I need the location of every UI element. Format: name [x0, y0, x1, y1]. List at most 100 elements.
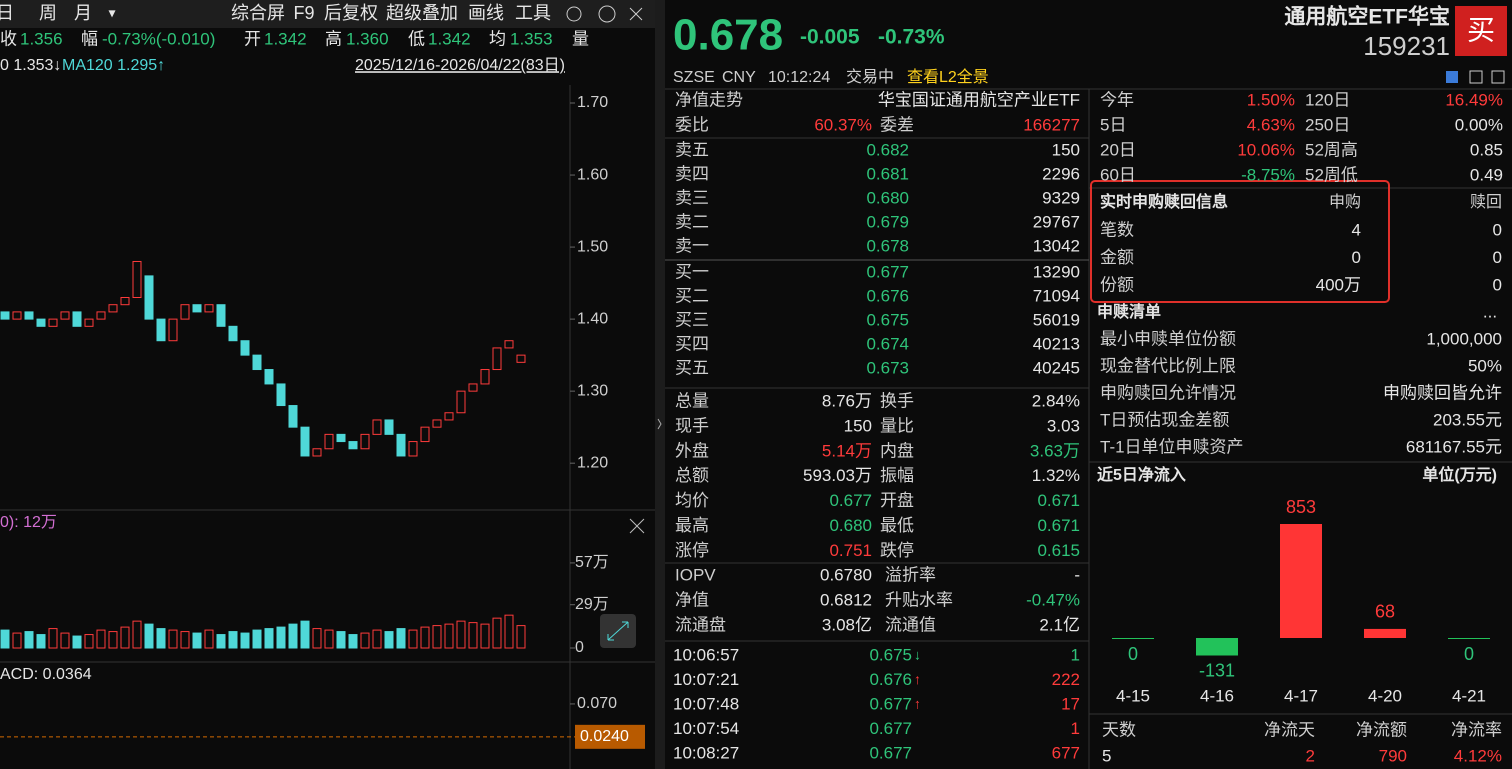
market-info: SZSE	[673, 69, 715, 86]
edit-icon[interactable]	[1446, 71, 1458, 83]
stat-value: 593.03万	[803, 466, 872, 485]
perf-label: 52周高	[1305, 140, 1358, 159]
trade-price: 0.677	[869, 694, 912, 713]
stat-value: 0.671	[1037, 516, 1080, 535]
perf-label: 今年	[1100, 90, 1134, 109]
y-tick-label: 1.20	[577, 454, 608, 471]
settings-icon[interactable]	[566, 6, 582, 22]
book-volume: 29767	[1033, 212, 1080, 231]
current-label: 0.0240	[580, 728, 629, 745]
volume-bar	[324, 629, 334, 649]
volume-bar	[444, 623, 454, 649]
trade-price: 0.677	[869, 743, 912, 762]
alert-icon[interactable]	[1469, 70, 1483, 84]
candle-body	[444, 412, 454, 421]
candle-body	[144, 275, 154, 320]
more[interactable]: ...	[1483, 302, 1497, 321]
candle-body	[384, 419, 394, 435]
book-label: 卖四	[675, 164, 709, 183]
candle-body	[492, 347, 502, 371]
trade-volume: 222	[1052, 670, 1080, 689]
close-icon[interactable]	[629, 518, 645, 534]
close-icon[interactable]	[1491, 70, 1505, 84]
perf-label: 250日	[1305, 115, 1350, 134]
stat-label: 开盘	[880, 491, 914, 510]
market-info: 10:12:24	[768, 69, 830, 86]
row-label: T-1日单位申赎资产	[1100, 437, 1244, 456]
book-label: 卖三	[675, 188, 709, 207]
y-tick-label: 29万	[575, 596, 609, 613]
book-label: 卖一	[675, 236, 709, 255]
l2-link[interactable]: 查看L2全景	[907, 68, 989, 86]
book-volume: 9329	[1042, 188, 1080, 207]
volume-bar	[420, 626, 430, 649]
candle-body	[72, 311, 82, 327]
fund-name: 通用航空ETF华宝	[1284, 5, 1450, 29]
candle-body	[168, 318, 178, 342]
collapse-icon	[657, 418, 662, 430]
stat-label: 总额	[675, 466, 709, 485]
volume-bar	[252, 629, 262, 649]
perf-label: 52周低	[1305, 165, 1358, 184]
volume-bar	[240, 632, 250, 649]
row-value: 166277	[1023, 115, 1080, 134]
perf-value: 10.06%	[1237, 140, 1295, 159]
ma-label: 0 1.353↓	[0, 57, 61, 74]
current-badge	[575, 724, 645, 749]
candle-body	[84, 318, 94, 327]
summary-value: 4.12%	[1454, 746, 1502, 765]
close-tab-icon[interactable]	[629, 7, 643, 21]
trade-volume: 677	[1052, 743, 1080, 762]
stat-label: 流通值	[885, 615, 936, 634]
x-tick-label: 4-15	[1116, 686, 1150, 705]
chart-unit: 单位(万元)	[1422, 465, 1497, 484]
book-price: 0.675	[866, 310, 909, 329]
ma-label: MA120 1.295↑	[62, 57, 165, 74]
row-value: 0	[1352, 248, 1361, 267]
stat-value: 0.671	[1037, 491, 1080, 510]
help-icon[interactable]	[598, 5, 616, 23]
date-range: 2025/12/16-2026/04/22(83日)	[355, 57, 565, 74]
candle-body	[432, 419, 442, 428]
perf-value: 0.49	[1470, 165, 1503, 184]
stat-value: 3.03	[1047, 416, 1080, 435]
book-label: 买五	[675, 358, 709, 377]
stat-label: 振幅	[880, 466, 914, 485]
stat-value: 5.14万	[822, 441, 872, 460]
menu-item: 后复权	[324, 3, 378, 23]
book-price: 0.677	[866, 262, 909, 281]
row-value: 1,000,000	[1426, 329, 1502, 348]
candle-body	[276, 383, 286, 407]
perf-value: 1.50%	[1247, 90, 1295, 109]
trade-volume: 1	[1071, 645, 1080, 664]
volume-bar	[384, 631, 394, 649]
collapse-strip[interactable]	[655, 0, 665, 769]
volume-bar	[468, 622, 478, 649]
buy-button[interactable]	[1455, 6, 1507, 56]
stat-label: 升贴水率	[885, 590, 953, 609]
x-tick-label: 4-21	[1452, 686, 1486, 705]
column-header: 申购	[1329, 193, 1361, 211]
candle-body	[48, 318, 58, 327]
candle-body	[180, 304, 190, 320]
y-tick-label: 1.40	[577, 310, 608, 327]
change-pct: -0.73%	[878, 26, 945, 49]
stat-value: 150	[844, 416, 872, 435]
stat-value: 0.6780	[820, 565, 872, 584]
book-price: 0.678	[866, 236, 909, 255]
section-title: 实时申购赎回信息	[1100, 192, 1228, 211]
stat-value: 0.677	[829, 491, 872, 510]
candle-body	[396, 433, 406, 457]
row-value: 0	[1493, 248, 1502, 267]
volume-bar	[456, 620, 466, 649]
candle-body	[108, 304, 118, 313]
stat-value: -0.47%	[1026, 590, 1080, 609]
candle-body	[156, 318, 166, 342]
chart-title: 近5日净流入	[1097, 465, 1186, 484]
stat-value: 0.6812	[820, 590, 872, 609]
volume-bar	[312, 628, 322, 649]
stat-value: -	[1074, 565, 1080, 584]
toolbar	[0, 0, 655, 28]
trade-time: 10:07:54	[673, 719, 739, 738]
stat-label: 涨停	[675, 541, 709, 560]
